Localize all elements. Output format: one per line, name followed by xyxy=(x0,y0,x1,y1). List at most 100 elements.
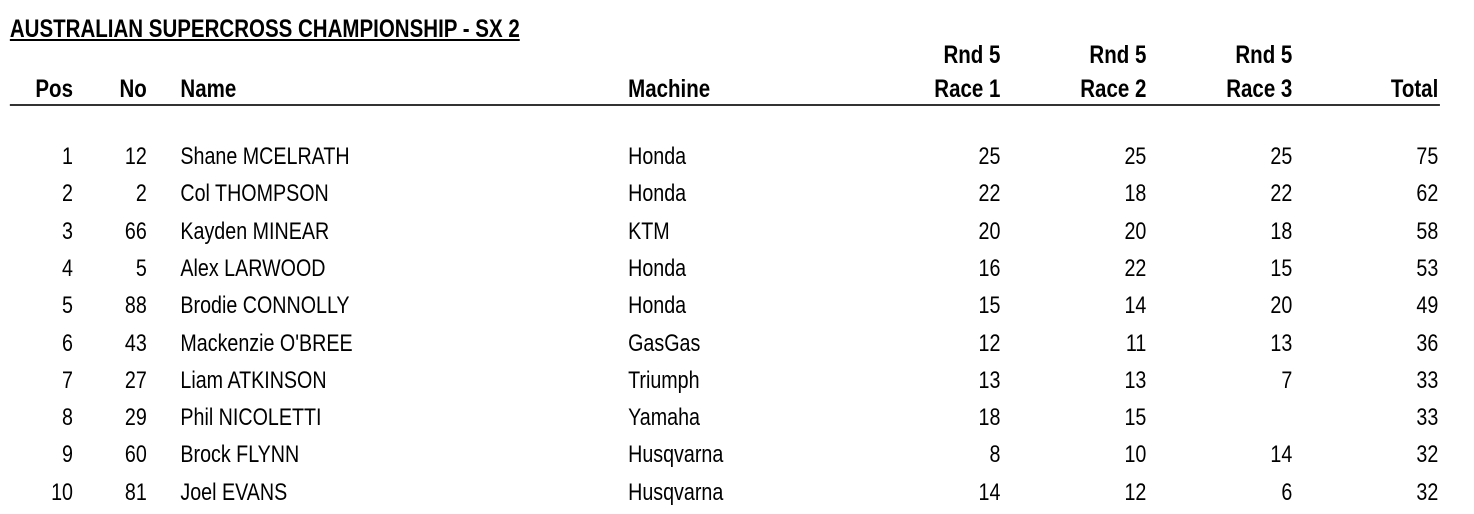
cell-machine: Yamaha xyxy=(628,404,700,432)
cell-race1: 18 xyxy=(978,404,1001,432)
cell-name: Brock FLYNN xyxy=(180,441,300,469)
cell-machine: KTM xyxy=(628,217,670,245)
cell-race3: 25 xyxy=(1270,143,1293,170)
cell-race3: 20 xyxy=(1270,292,1293,320)
table-row: 1 12 Shane MCELRATH Honda 25 25 25 75 xyxy=(0,143,1474,171)
cell-total: 53 xyxy=(1416,254,1439,282)
cell-total: 49 xyxy=(1416,292,1439,320)
cell-no: 27 xyxy=(124,366,147,394)
cell-race2: 20 xyxy=(1124,217,1147,245)
header-race3: Race 3 xyxy=(1226,75,1293,103)
cell-race2: 22 xyxy=(1124,254,1147,282)
cell-name: Liam ATKINSON xyxy=(180,366,327,394)
cell-total: 62 xyxy=(1416,180,1439,208)
cell-name: Joel EVANS xyxy=(180,478,288,506)
cell-race3: 13 xyxy=(1270,329,1293,357)
cell-no: 88 xyxy=(124,292,147,320)
cell-no: 5 xyxy=(135,254,147,282)
table-row: 7 27 Liam ATKINSON Triumph 13 13 7 33 xyxy=(0,367,1474,395)
cell-machine: Husqvarna xyxy=(628,478,724,506)
cell-name: Brodie CONNOLLY xyxy=(180,292,350,320)
cell-no: 81 xyxy=(124,478,147,506)
cell-no: 60 xyxy=(124,441,147,469)
cell-machine: Honda xyxy=(628,143,687,170)
cell-pos: 9 xyxy=(62,441,73,469)
table-row: 4 5 Alex LARWOOD Honda 16 22 15 53 xyxy=(0,255,1474,283)
cell-race1: 16 xyxy=(978,254,1001,282)
header-race2: Race 2 xyxy=(1080,75,1147,103)
cell-machine: Honda xyxy=(628,292,687,320)
cell-total: 58 xyxy=(1416,217,1439,245)
cell-machine: Honda xyxy=(628,180,687,208)
cell-race1: 20 xyxy=(978,217,1001,245)
table-row: 10 81 Joel EVANS Husqvarna 14 12 6 32 xyxy=(0,479,1474,507)
cell-total: 75 xyxy=(1416,143,1439,170)
cell-race3: 22 xyxy=(1270,180,1293,208)
cell-machine: Triumph xyxy=(628,366,700,394)
cell-total: 36 xyxy=(1416,329,1439,357)
cell-name: Alex LARWOOD xyxy=(180,254,326,282)
cell-pos: 10 xyxy=(51,478,73,506)
table-row: 2 2 Col THOMPSON Honda 22 18 22 62 xyxy=(0,180,1474,208)
cell-pos: 6 xyxy=(62,329,73,357)
header-pos: Pos xyxy=(35,75,73,103)
cell-total: 33 xyxy=(1416,404,1439,432)
header-no: No xyxy=(119,75,147,103)
cell-race2: 25 xyxy=(1124,143,1147,170)
cell-race2: 10 xyxy=(1124,441,1147,469)
cell-name: Col THOMPSON xyxy=(180,180,329,208)
header-race1: Race 1 xyxy=(934,75,1001,103)
cell-machine: GasGas xyxy=(628,329,701,357)
cell-machine: Honda xyxy=(628,254,687,282)
cell-race1: 12 xyxy=(978,329,1001,357)
cell-race1: 14 xyxy=(978,478,1001,506)
cell-name: Phil NICOLETTI xyxy=(180,404,322,432)
cell-no: 2 xyxy=(135,180,147,208)
cell-no: 43 xyxy=(124,329,147,357)
cell-race2: 13 xyxy=(1124,366,1147,394)
table-row: 5 88 Brodie CONNOLLY Honda 15 14 20 49 xyxy=(0,292,1474,320)
cell-pos: 2 xyxy=(62,180,73,208)
cell-race1: 13 xyxy=(978,366,1001,394)
cell-race3: 7 xyxy=(1281,366,1293,394)
cell-race2: 18 xyxy=(1124,180,1147,208)
cell-race3: 6 xyxy=(1281,478,1293,506)
cell-race1: 25 xyxy=(978,143,1001,170)
cell-race2: 12 xyxy=(1124,478,1147,506)
cell-no: 12 xyxy=(124,143,147,170)
cell-pos: 1 xyxy=(62,143,73,170)
header-machine: Machine xyxy=(628,75,711,103)
header-race1-round: Rnd 5 xyxy=(943,41,1001,69)
table-row: 6 43 Mackenzie O'BREE GasGas 12 11 13 36 xyxy=(0,330,1474,358)
cell-total: 32 xyxy=(1416,478,1439,506)
cell-total: 32 xyxy=(1416,441,1439,469)
cell-race2: 15 xyxy=(1124,404,1147,432)
header-divider xyxy=(9,104,1440,106)
cell-pos: 5 xyxy=(62,292,73,320)
header-name: Name xyxy=(180,75,237,103)
header-race2-round: Rnd 5 xyxy=(1089,41,1147,69)
cell-pos: 3 xyxy=(62,217,73,245)
header-total: Total xyxy=(1390,75,1439,103)
page-title: AUSTRALIAN SUPERCROSS CHAMPIONSHIP - SX … xyxy=(9,15,520,43)
cell-race1: 8 xyxy=(989,441,1001,469)
cell-no: 29 xyxy=(124,404,147,432)
cell-no: 66 xyxy=(124,217,147,245)
cell-pos: 4 xyxy=(62,254,73,282)
cell-race2: 11 xyxy=(1125,329,1147,357)
cell-race2: 14 xyxy=(1124,292,1147,320)
cell-name: Shane MCELRATH xyxy=(180,143,350,170)
cell-race1: 22 xyxy=(978,180,1001,208)
cell-pos: 8 xyxy=(62,404,73,432)
table-row: 8 29 Phil NICOLETTI Yamaha 18 15 33 xyxy=(0,404,1474,432)
cell-name: Kayden MINEAR xyxy=(180,217,330,245)
cell-race3: 14 xyxy=(1270,441,1293,469)
cell-race1: 15 xyxy=(978,292,1001,320)
cell-pos: 7 xyxy=(62,366,73,394)
table-row: 9 60 Brock FLYNN Husqvarna 8 10 14 32 xyxy=(0,441,1474,469)
cell-machine: Husqvarna xyxy=(628,441,724,469)
cell-race3: 18 xyxy=(1270,217,1293,245)
cell-total: 33 xyxy=(1416,366,1439,394)
header-race3-round: Rnd 5 xyxy=(1235,41,1293,69)
